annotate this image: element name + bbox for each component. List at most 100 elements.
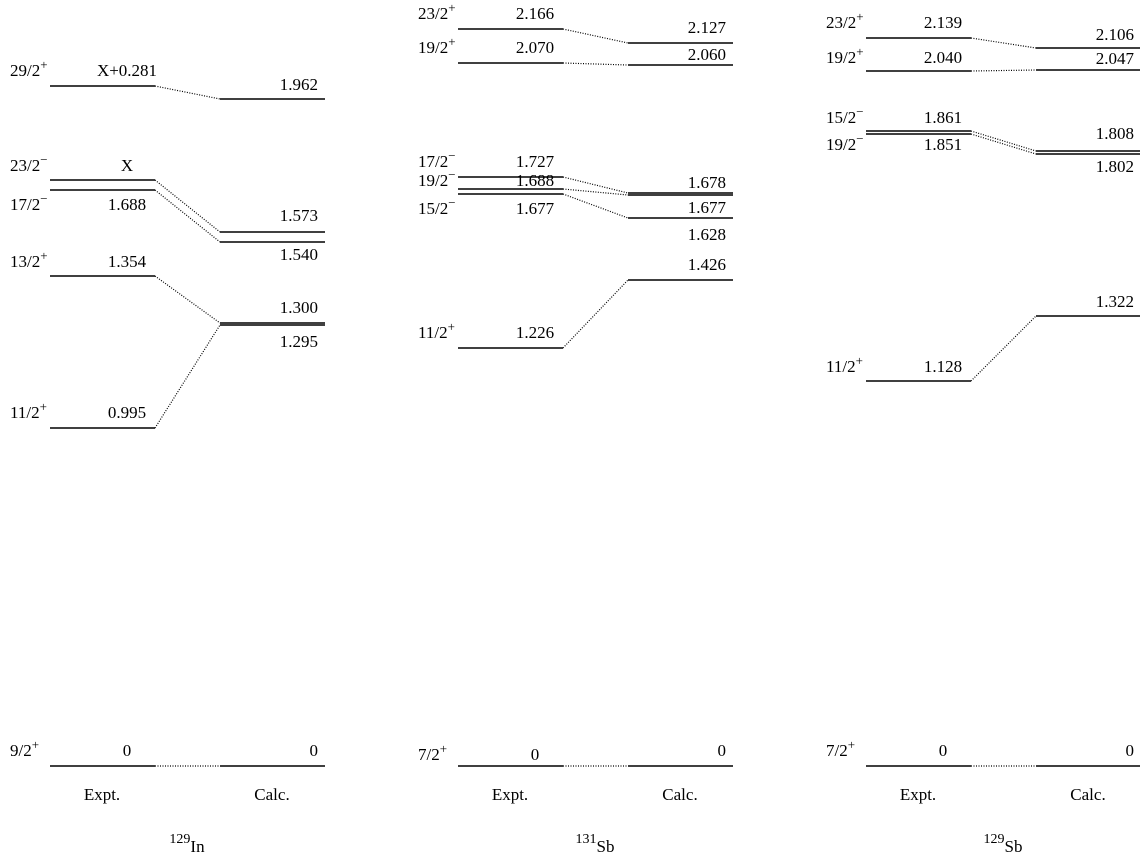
parity: +: [40, 57, 47, 72]
mass-number: 129: [984, 832, 1005, 847]
spin-label: 11/2+: [10, 399, 47, 422]
spin-label: 19/2+: [418, 34, 456, 57]
connector: [154, 85, 221, 100]
spin: 13/2: [10, 252, 40, 271]
connector: [154, 179, 221, 233]
parity: +: [856, 353, 863, 368]
parity: +: [448, 319, 455, 334]
connector: [562, 193, 629, 219]
expt-label: Expt.: [900, 785, 936, 804]
spin-label: 17/2−: [418, 148, 456, 171]
spin-label: 13/2+: [10, 248, 48, 271]
spin: 23/2: [10, 156, 40, 175]
calc-energy: 0: [310, 741, 319, 760]
nucleus-label: 131Sb: [576, 832, 615, 856]
calc-energy: 1.322: [1096, 292, 1134, 311]
parity: −: [40, 152, 47, 167]
parity: −: [40, 191, 47, 206]
expt-energy: 2.166: [516, 4, 554, 23]
connector: [562, 28, 629, 44]
connector: [562, 279, 629, 349]
expt-energy: 2.139: [924, 13, 962, 32]
connector: [154, 275, 221, 324]
calc-energy: 2.106: [1096, 25, 1134, 44]
spin: 23/2: [418, 4, 448, 23]
expt-energy: 1.688: [516, 171, 554, 190]
calc-label: Calc.: [254, 785, 289, 804]
spin: 19/2: [826, 48, 856, 67]
expt-energy: 2.040: [924, 48, 962, 67]
calc-energy: 2.060: [688, 45, 726, 64]
spin: 9/2: [10, 741, 32, 760]
parity: +: [856, 9, 863, 24]
expt-label: Expt.: [84, 785, 120, 804]
spin-label: 17/2−: [10, 191, 48, 214]
calc-energy: 1.802: [1096, 157, 1134, 176]
spin-label: 9/2+: [10, 737, 39, 760]
connector: [562, 62, 629, 66]
spin: 17/2: [418, 152, 448, 171]
parity: +: [448, 34, 455, 49]
expt-energy: 0: [531, 745, 540, 764]
parity: +: [448, 0, 455, 15]
expt-energy: 1.851: [924, 135, 962, 154]
spin: 19/2: [418, 171, 448, 190]
connector: [970, 37, 1037, 49]
parity: −: [856, 131, 863, 146]
mass-number: 131: [576, 832, 597, 847]
expt-energy: 1.677: [516, 199, 555, 218]
connector: [154, 189, 221, 243]
connector: [970, 315, 1037, 382]
calc-energy: 1.573: [280, 206, 318, 225]
spin-label: 7/2+: [826, 737, 855, 760]
connector: [970, 130, 1037, 152]
spin: 23/2: [826, 13, 856, 32]
expt-energy: 1.727: [516, 152, 555, 171]
parity: −: [448, 167, 455, 182]
expt-energy: 1.354: [108, 252, 147, 271]
calc-energy: 0: [1126, 741, 1135, 760]
spin-label: 23/2+: [418, 0, 456, 23]
spin-label: 7/2+: [418, 741, 447, 764]
spin: 7/2: [418, 745, 440, 764]
spin-label: 19/2−: [826, 131, 864, 154]
calc-energy: 2.047: [1096, 49, 1135, 68]
mass-number: 129: [169, 832, 190, 847]
calc-energy: 1.808: [1096, 124, 1134, 143]
expt-energy: 1.688: [108, 195, 146, 214]
spin-label: 11/2+: [826, 353, 863, 376]
spin: 15/2: [826, 108, 856, 127]
calc-energy: 1.628: [688, 225, 726, 244]
spin-label: 11/2+: [418, 319, 455, 342]
parity: −: [448, 148, 455, 163]
connector: [970, 69, 1037, 72]
parity: +: [40, 399, 47, 414]
calc-energy: 1.677: [688, 198, 727, 217]
calc-label: Calc.: [662, 785, 697, 804]
spin-label: 23/2−: [10, 152, 48, 175]
expt-energy: 0: [939, 741, 948, 760]
spin: 11/2: [826, 357, 856, 376]
spin: 7/2: [826, 741, 848, 760]
spin-label: 15/2−: [418, 195, 456, 218]
calc-energy: 1.962: [280, 75, 318, 94]
spin: 19/2: [826, 135, 856, 154]
nucleus-label: 129In: [169, 832, 205, 856]
spin-label: 29/2+: [10, 57, 48, 80]
connector: [970, 133, 1037, 155]
parity: +: [440, 741, 447, 756]
expt-energy: 0: [123, 741, 132, 760]
spin-label: 15/2−: [826, 104, 864, 127]
calc-energy: 1.300: [280, 298, 318, 317]
spin: 15/2: [418, 199, 448, 218]
expt-energy: X: [121, 156, 133, 175]
expt-label: Expt.: [492, 785, 528, 804]
spin: 11/2: [418, 323, 448, 342]
parity: +: [40, 248, 47, 263]
spin-label: 19/2−: [418, 167, 456, 190]
spin: 17/2: [10, 195, 40, 214]
calc-energy: 1.295: [280, 332, 318, 351]
connector: [154, 324, 221, 429]
calc-energy: 1.540: [280, 245, 318, 264]
spin-label: 19/2+: [826, 44, 864, 67]
